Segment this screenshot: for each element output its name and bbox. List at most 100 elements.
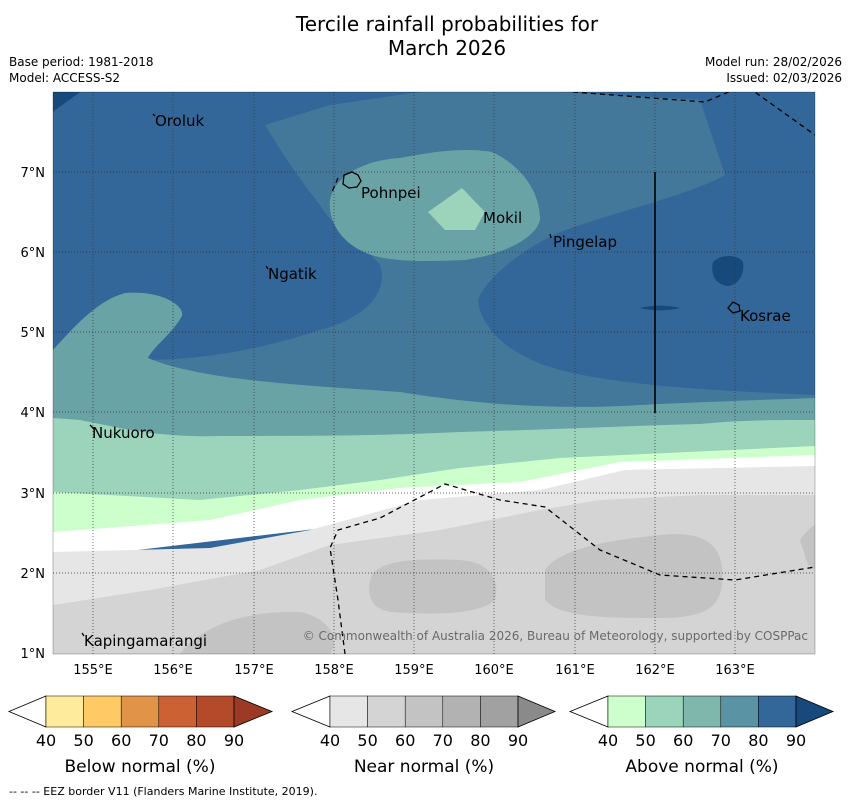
base-period: Base period: 1981-2018 <box>9 55 154 69</box>
colorbar-segment <box>442 695 481 728</box>
place-pingelap: Pingelap <box>553 233 617 251</box>
map-frame <box>52 91 816 655</box>
lat-tick: 6°N <box>21 246 46 261</box>
place-labels: Oroluk Pohnpei Mokil Pingelap Ngatik Kos… <box>84 112 791 650</box>
meta-left: Base period: 1981-2018 Model: ACCESS-S2 <box>9 54 154 86</box>
field-above-50 <box>53 418 815 520</box>
colorbar-tick-label: 70 <box>711 731 731 750</box>
colorbar-title: Above normal (%) <box>625 757 778 777</box>
colorbar-segment <box>329 695 368 728</box>
lat-tick: 4°N <box>21 406 46 421</box>
colorbar-segment <box>480 695 519 728</box>
field-above-60 <box>53 292 815 470</box>
colorbar-segment <box>83 695 122 728</box>
ngatik-island-icon <box>265 265 269 270</box>
lon-tick: 157°E <box>234 663 274 678</box>
field-above-90-kosrae <box>712 256 744 286</box>
lat-tick: 7°N <box>21 166 46 181</box>
model-name: Model: ACCESS-S2 <box>9 71 121 85</box>
lon-tick-labels: 155°E 156°E 157°E 158°E 159°E 160°E 161°… <box>73 663 755 678</box>
colorbar-tick-label: 60 <box>111 731 131 750</box>
kosrae-island-icon <box>727 301 741 314</box>
colorbar-title: Below normal (%) <box>65 757 216 777</box>
colorbar-segment <box>7 695 47 728</box>
eez-border-pohnpei <box>331 177 339 193</box>
eez-borders <box>329 92 815 654</box>
lon-tick: 161°E <box>555 663 595 678</box>
lon-tick: 163°E <box>715 663 755 678</box>
probability-field <box>53 92 815 654</box>
colorbar-tick-label: 80 <box>748 731 768 750</box>
pingelap-island-icon <box>549 233 552 239</box>
colorbar-segment <box>367 695 406 728</box>
field-near-60-b <box>545 534 723 618</box>
colorbar-segment <box>120 695 160 728</box>
lat-tick: 3°N <box>21 487 46 502</box>
islands <box>81 113 741 637</box>
colorbar-tick-label: 70 <box>433 731 453 750</box>
kapingamarangi-island-icon <box>81 632 85 637</box>
nukuoro-island-icon <box>89 424 95 430</box>
colorbar-segment <box>158 695 197 728</box>
lat-tick: 5°N <box>21 326 46 341</box>
map-title: Tercile rainfall probabilities for March… <box>0 12 850 60</box>
colorbar-tick-label: 50 <box>635 731 655 750</box>
field-near-60-a <box>369 559 497 614</box>
issued-date: Issued: 02/03/2026 <box>726 71 842 85</box>
title-line-1: Tercile rainfall probabilities for <box>295 12 599 36</box>
copyright-notice: © Commonwealth of Australia 2026, Bureau… <box>303 629 808 643</box>
colorbar-segment <box>45 695 84 728</box>
colorbar-segment <box>758 695 797 728</box>
eez-border-north <box>572 92 815 136</box>
lon-tick: 158°E <box>314 663 354 678</box>
colorbar-tick-label: 80 <box>470 731 490 750</box>
eez-border-south <box>329 483 815 654</box>
eez-footnote: -- -- -- EEZ border V11 (Flanders Marine… <box>9 785 318 798</box>
model-run: Model run: 28/02/2026 <box>704 55 842 69</box>
lon-tick: 162°E <box>635 663 675 678</box>
field-above-70 <box>53 92 815 460</box>
colorbar-tick-label: 90 <box>508 731 528 750</box>
colorbar-tick-label: 50 <box>73 731 93 750</box>
colorbars: 40 50 60 70 80 90 Below normal (%) 40 50 60 70 80 90… <box>7 695 835 777</box>
colorbar-tick-label: 90 <box>224 731 244 750</box>
title-line-2: March 2026 <box>387 36 507 60</box>
colorbar-2: 40 50 60 70 80 90 Near normal (%) <box>290 695 557 777</box>
colorbar-tick-label: 80 <box>186 731 206 750</box>
colorbar-segment <box>607 695 646 728</box>
colorbar-segment <box>682 695 722 728</box>
colorbar-segment <box>290 695 331 728</box>
colorbar-tick-label: 50 <box>357 731 377 750</box>
colorbar-segment <box>720 695 759 728</box>
place-oroluk: Oroluk <box>155 112 204 130</box>
field-near-60-d <box>800 525 815 570</box>
pohnpei-island-icon <box>342 171 362 189</box>
colorbar-segment <box>795 695 835 728</box>
colorbar-tick-label: 40 <box>320 731 340 750</box>
colorbar-tick-label: 40 <box>598 731 618 750</box>
place-nukuoro: Nukuoro <box>92 424 155 442</box>
colorbar-segment <box>233 695 274 728</box>
field-above-90-strip <box>640 305 680 311</box>
place-kosrae: Kosrae <box>740 307 791 325</box>
place-pohnpei: Pohnpei <box>361 184 421 202</box>
lat-tick-labels: 7°N 6°N 5°N 4°N 3°N 2°N 1°N <box>21 166 46 662</box>
place-ngatik: Ngatik <box>268 265 317 283</box>
place-kapingamarangi: Kapingamarangi <box>84 632 207 650</box>
colorbar-3: 40 50 60 70 80 90 Above normal (%) <box>568 695 835 777</box>
colorbar-segment <box>645 695 684 728</box>
colorbar-tick-label: 70 <box>149 731 169 750</box>
colorbar-segment <box>404 695 444 728</box>
colorbar-1: 40 50 60 70 80 90 Below normal (%) <box>7 695 274 777</box>
lat-tick: 1°N <box>21 647 46 662</box>
colorbar-title: Near normal (%) <box>354 757 494 777</box>
colorbar-tick-label: 60 <box>395 731 415 750</box>
lon-tick: 159°E <box>394 663 434 678</box>
lon-tick: 155°E <box>73 663 113 678</box>
lat-tick: 2°N <box>21 567 46 582</box>
colorbar-segment <box>196 695 235 728</box>
colorbar-tick-label: 90 <box>786 731 806 750</box>
field-above-60-north <box>329 149 540 261</box>
field-above-90-corner <box>53 92 80 112</box>
